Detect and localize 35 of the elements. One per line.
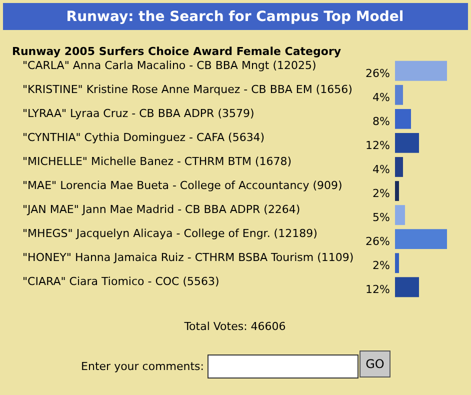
bar xyxy=(395,108,411,129)
y-tick-label: "MICHELLE" Michelle Banez - CTHRM BTM (1678) xyxy=(22,154,292,168)
data-label: 4% xyxy=(372,90,390,104)
y-tick-label: "LYRAA" Lyraa Cruz - CB BBA ADPR (3579) xyxy=(22,106,254,120)
data-label: 5% xyxy=(372,211,390,224)
text: GO xyxy=(366,357,384,371)
bar xyxy=(395,60,447,81)
bar xyxy=(395,157,403,177)
bar xyxy=(395,277,419,298)
data-label: 26% xyxy=(366,235,390,248)
data-label: 12% xyxy=(366,138,390,152)
y-tick-label: "CARLA" Anna Carla Macalino - CB BBA Mngt (12025) xyxy=(22,58,316,72)
text: Total Votes: 46606 xyxy=(183,320,286,333)
text: Enter your comments: xyxy=(81,360,204,373)
y-tick-label: "MAE" Lorencia Mae Bueta - College of Accountancy (909) xyxy=(22,179,342,192)
data-label: 26% xyxy=(366,66,390,80)
y-tick-label: "CYNTHIA" Cythia Dominguez - CAFA (5634) xyxy=(22,130,265,144)
text: Runway: the Search for Campus Top Model xyxy=(66,9,404,25)
y-tick-label: "CIARA" Ciara Tiomico - COC (5563) xyxy=(22,275,220,288)
bar xyxy=(395,229,447,250)
text: Runway 2005 Surfers Choice Award Female Category xyxy=(12,45,342,58)
data-label: 12% xyxy=(366,283,390,296)
bar xyxy=(395,181,399,201)
bar xyxy=(395,132,419,153)
data-label: 2% xyxy=(372,187,390,200)
bar xyxy=(395,253,399,274)
y-tick-label: "HONEY" Hanna Jamaica Ruiz - CTHRM BSBA Tourism (1109) xyxy=(22,251,354,264)
bar xyxy=(395,84,403,105)
data-label: 2% xyxy=(372,259,390,272)
data-label: 8% xyxy=(372,114,390,128)
bar xyxy=(395,205,405,226)
y-tick-label: "JAN MAE" Jann Mae Madrid - CB BBA ADPR (2264) xyxy=(22,203,300,216)
y-tick-label: "MHEGS" Jacquelyn Alicaya - College of Engr. (12189) xyxy=(22,227,318,240)
y-tick-label: "KRISTINE" Kristine Rose Anne Marquez - CB BBA EM (1656) xyxy=(22,82,352,96)
data-label: 4% xyxy=(372,162,390,176)
